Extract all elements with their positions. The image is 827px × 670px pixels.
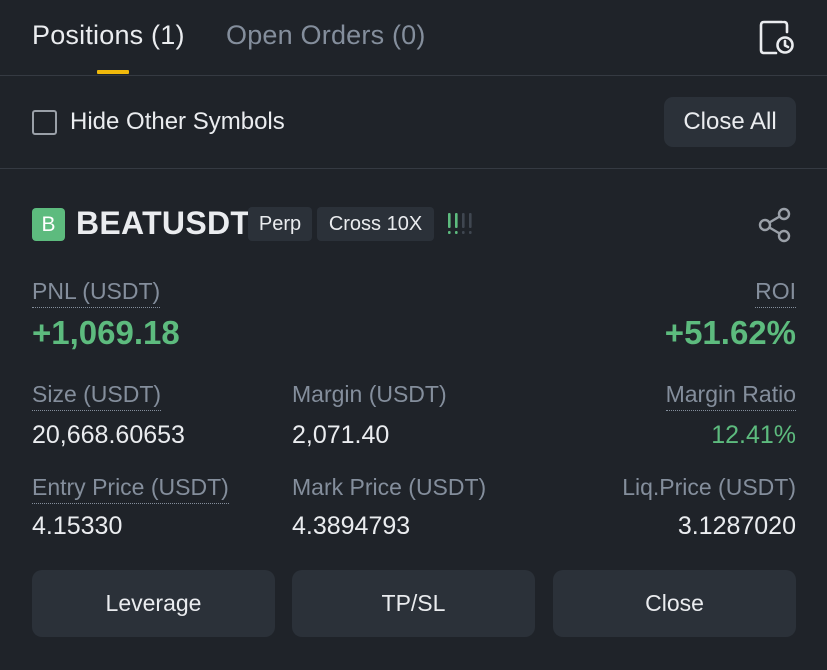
- mark-price-value: 4.3894793: [292, 512, 411, 540]
- hide-other-symbols-checkbox[interactable]: [32, 110, 57, 135]
- tab-open-orders[interactable]: Open Orders (0): [226, 20, 426, 50]
- margin-label: Margin (USDT): [292, 381, 447, 407]
- pnl-value: +1,069.18: [32, 314, 180, 351]
- share-icon[interactable]: [756, 206, 794, 244]
- margin-ratio-value: 12.41%: [711, 421, 796, 449]
- size-label[interactable]: Size (USDT): [32, 381, 162, 411]
- active-tab-indicator: [97, 70, 129, 74]
- adl-indicator-icon: [447, 209, 475, 237]
- contract-type-tag: Perp: [248, 207, 312, 241]
- size-value: 20,668.60653: [32, 421, 185, 449]
- close-position-button[interactable]: Close: [553, 570, 796, 637]
- margin-mode-tag[interactable]: Cross 10X: [317, 207, 434, 241]
- tab-positions[interactable]: Positions (1): [32, 20, 185, 50]
- roi-value: +51.62%: [664, 314, 796, 351]
- tpsl-button[interactable]: TP/SL: [292, 570, 535, 637]
- symbol-name[interactable]: BEATUSDT: [76, 205, 251, 241]
- order-history-icon[interactable]: [756, 16, 796, 56]
- close-all-button[interactable]: Close All: [664, 97, 796, 147]
- margin-value: 2,071.40: [292, 421, 390, 449]
- roi-label[interactable]: ROI: [755, 278, 796, 308]
- tab-bar: Positions (1) Open Orders (0): [0, 0, 827, 76]
- leverage-button[interactable]: Leverage: [32, 570, 275, 637]
- filter-row: Hide Other Symbols Close All: [0, 77, 827, 169]
- liq-price-label: Liq.Price (USDT): [622, 474, 796, 500]
- pnl-label[interactable]: PNL (USDT): [32, 278, 161, 308]
- entry-price-label[interactable]: Entry Price (USDT): [32, 474, 229, 504]
- entry-price-value: 4.15330: [32, 512, 123, 540]
- hide-other-symbols-label[interactable]: Hide Other Symbols: [70, 108, 285, 135]
- liq-price-value: 3.1287020: [677, 512, 796, 540]
- mark-price-label: Mark Price (USDT): [292, 474, 487, 500]
- margin-ratio-label[interactable]: Margin Ratio: [665, 381, 796, 411]
- symbol-badge: B: [32, 208, 65, 241]
